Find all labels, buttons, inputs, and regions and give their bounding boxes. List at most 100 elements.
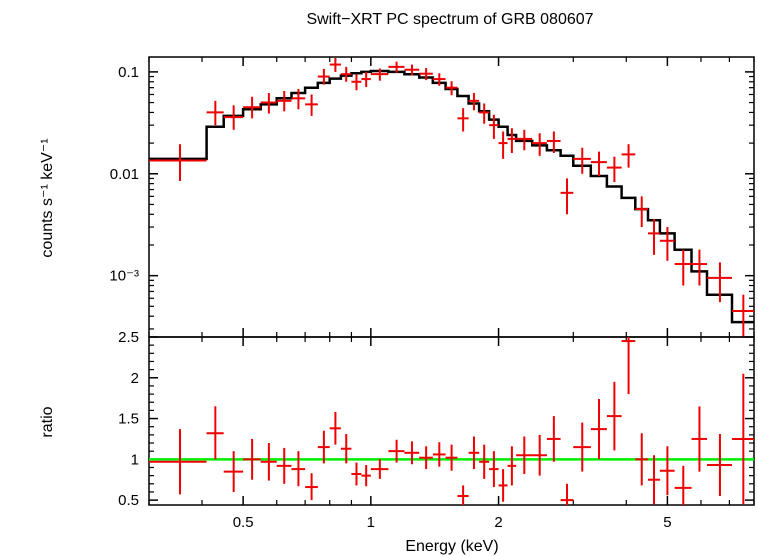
ratio-data-point	[291, 451, 306, 487]
spectrum-data-point	[388, 61, 405, 73]
ratio-data-point	[590, 398, 607, 460]
chart-title: Swift−XRT PC spectrum of GRB 080607	[306, 11, 593, 28]
ratio-y-tick-label: 1	[131, 451, 139, 468]
spectrum-data-point	[573, 147, 591, 174]
ratio-data-point	[498, 469, 508, 502]
spectrum-data-point	[498, 131, 508, 159]
spectrum-data-point	[404, 64, 420, 76]
spectrum-data-point	[468, 93, 480, 111]
ratio-panel: 0.5 1 2 5 0.5 1 1.5 2 2.5	[118, 329, 755, 531]
spectrum-frame	[148, 56, 755, 338]
spectrum-data-point	[206, 100, 224, 126]
ratio-y-tick-label: 2	[131, 370, 139, 387]
spectrum-data-point	[149, 144, 207, 181]
spectrum-data-point	[590, 151, 607, 177]
spectrum-data-point	[317, 68, 330, 85]
ratio-data-point	[468, 436, 480, 470]
ratio-data-point	[516, 436, 533, 475]
ratio-y-axis-label: ratio	[39, 406, 56, 437]
ratio-data-point	[507, 446, 517, 486]
ratio-data-point	[276, 447, 292, 484]
spectrum-data-point	[370, 68, 389, 81]
spectrum-data-point	[546, 131, 561, 153]
spectrum-data-point	[351, 74, 362, 91]
ratio-data-point	[445, 444, 458, 471]
spectrum-y-axis-label: counts s⁻¹ keV⁻¹	[39, 138, 56, 257]
ratio-data-point	[243, 438, 261, 480]
spectrum-data-point	[329, 57, 341, 72]
ratio-data-point	[457, 485, 469, 505]
spectrum-data-point	[532, 133, 547, 156]
spectrum-data-point	[305, 94, 318, 116]
ratio-y-tick-label: 1.5	[118, 411, 139, 428]
ratio-data-point	[674, 465, 692, 505]
ratio-data-point	[361, 465, 371, 487]
ratio-data-point	[260, 443, 277, 481]
spectrum-data-point	[732, 294, 754, 337]
ratio-data-point	[479, 444, 490, 479]
ratio-data-point	[659, 446, 675, 496]
ratio-data-point	[419, 446, 433, 470]
ratio-data-point	[223, 451, 244, 492]
spectrum-data-point	[223, 105, 244, 130]
ratio-data-point	[388, 439, 405, 463]
spectrum-data-point	[621, 144, 636, 168]
ratio-data-point	[732, 373, 754, 505]
spectrum-data-point	[457, 108, 469, 132]
spectrum-data-point	[291, 88, 306, 110]
x-tick-label: 1	[367, 514, 375, 531]
spectrum-data-point	[674, 249, 692, 286]
ratio-data-point	[149, 429, 207, 495]
ratio-data-point	[707, 434, 733, 497]
ratio-data-point	[432, 442, 446, 467]
ratio-data-point	[489, 451, 499, 488]
spectrum-data-point	[507, 128, 517, 153]
ratio-data-point	[532, 434, 547, 476]
ratio-data-point	[340, 434, 352, 464]
spectrum-y-tick-label: 0.01	[110, 166, 139, 183]
spectrum-data-point	[606, 156, 622, 183]
x-tick-label: 5	[663, 514, 671, 531]
ratio-data-point	[329, 412, 341, 445]
spectrum-data-point	[647, 218, 660, 255]
spectrum-data-point	[361, 71, 371, 88]
ratio-data-point	[370, 459, 389, 479]
ratio-data-point	[621, 337, 636, 395]
spectrum-data-point	[260, 93, 277, 114]
ratio-data-point	[351, 462, 362, 486]
ratio-data-point	[635, 433, 648, 486]
ratio-y-tick-label: 2.5	[118, 329, 139, 346]
spectrum-data-point	[707, 262, 733, 303]
spectrum-data-point	[479, 103, 490, 124]
spectrum-data-point	[635, 196, 648, 228]
spectrum-y-tick-label: 0.1	[118, 64, 139, 81]
spectrum-data-point	[516, 129, 533, 151]
x-axis-label: Energy (keV)	[405, 538, 498, 555]
ratio-data-point	[560, 483, 574, 505]
spectrum-data-point	[419, 68, 433, 81]
ratio-data-point	[206, 406, 224, 460]
spectrum-data-point	[445, 81, 458, 96]
ratio-data-point	[691, 406, 708, 472]
spectrum-data-point	[489, 114, 499, 139]
x-tick-label: 2	[494, 514, 502, 531]
ratio-data-point	[317, 430, 330, 464]
spectrum-data-point	[560, 178, 574, 215]
model-step-line	[149, 69, 754, 324]
spectrum-data-point	[276, 90, 292, 112]
ratio-data-point	[573, 422, 591, 472]
spectrum-y-tick-label: 10⁻³	[109, 268, 139, 285]
ratio-frame	[148, 336, 755, 506]
spectrum-data-point	[243, 96, 261, 119]
ratio-data-point	[404, 441, 420, 465]
spectrum-panel: 0.1 0.01 10⁻³	[109, 56, 755, 338]
spectrum-data-point	[691, 249, 708, 286]
spectrum-data-point	[340, 66, 352, 82]
ratio-data-point	[606, 381, 622, 451]
ratio-y-tick-label: 0.5	[118, 492, 139, 509]
spectrum-data-point	[432, 73, 446, 86]
ratio-data-point	[647, 455, 660, 505]
spectrum-data-point	[659, 227, 675, 261]
ratio-data-point	[546, 416, 561, 462]
